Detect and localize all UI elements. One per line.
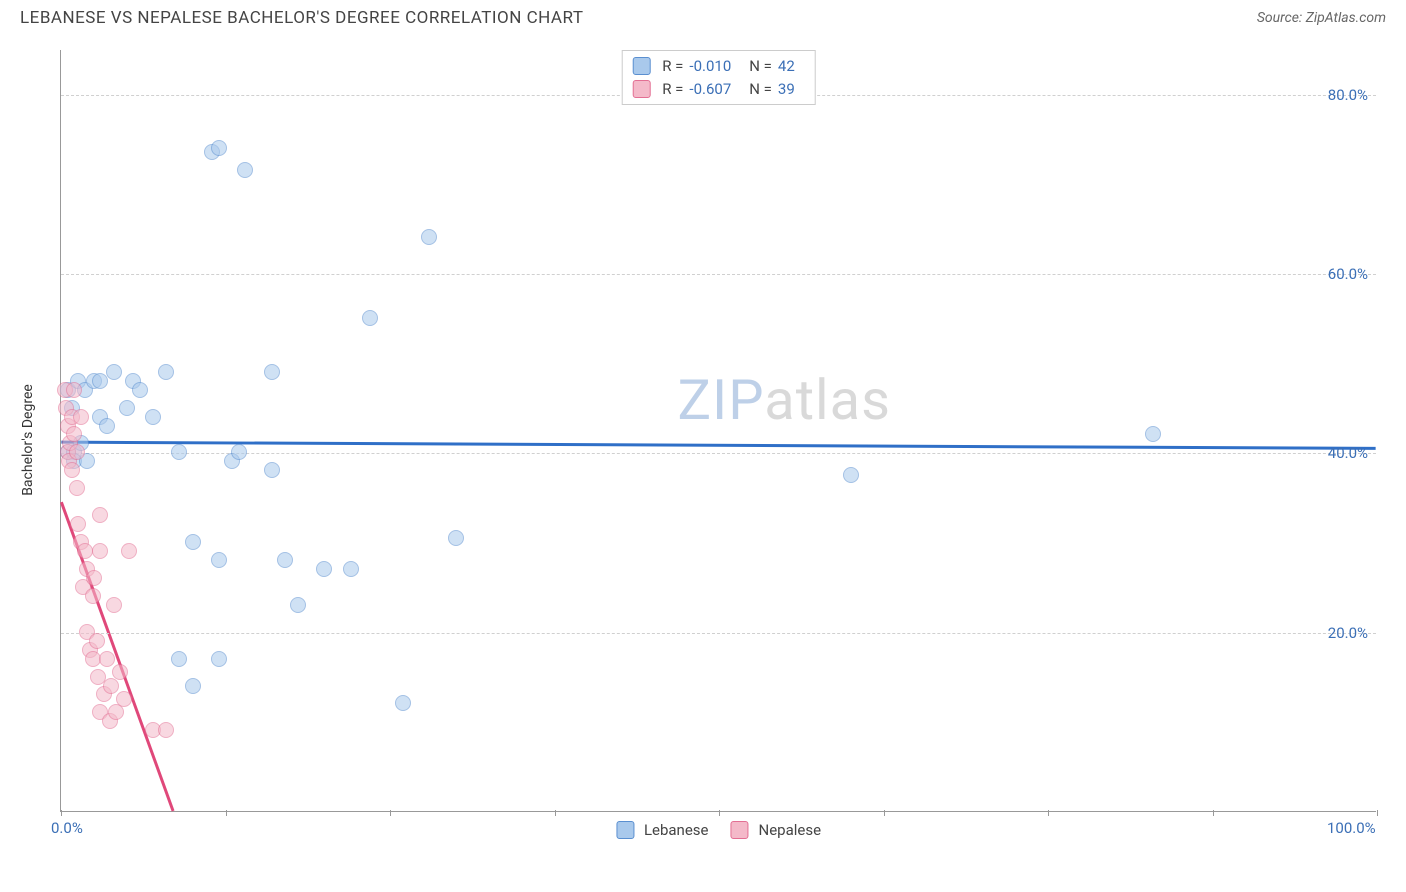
x-tick-label: 100.0% bbox=[1327, 819, 1376, 837]
y-axis-label: Bachelor's Degree bbox=[20, 384, 36, 496]
data-point bbox=[73, 409, 89, 425]
data-point bbox=[343, 561, 359, 577]
data-point bbox=[64, 462, 80, 478]
data-point bbox=[290, 597, 306, 613]
data-point bbox=[185, 534, 201, 550]
x-tick-mark bbox=[884, 810, 885, 816]
watermark: ZIPatlas bbox=[677, 367, 891, 433]
data-point bbox=[158, 722, 174, 738]
data-point bbox=[185, 678, 201, 694]
x-tick-mark bbox=[555, 810, 556, 816]
data-point bbox=[171, 651, 187, 667]
x-tick-mark bbox=[1213, 810, 1214, 816]
y-tick-label: 40.0% bbox=[1328, 444, 1368, 462]
source-credit: Source: ZipAtlas.com bbox=[1257, 10, 1386, 26]
data-point bbox=[106, 364, 122, 380]
data-point bbox=[66, 426, 82, 442]
data-point bbox=[116, 691, 132, 707]
gridline bbox=[61, 633, 1376, 634]
legend-item: Lebanese bbox=[616, 821, 709, 839]
legend-row: R =-0.010N =42 bbox=[632, 55, 805, 78]
y-tick-label: 20.0% bbox=[1328, 624, 1368, 642]
chart-header: LEBANESE VS NEPALESE BACHELOR'S DEGREE C… bbox=[0, 0, 1406, 32]
trend-lines bbox=[61, 50, 1376, 811]
data-point bbox=[106, 597, 122, 613]
data-point bbox=[316, 561, 332, 577]
x-tick-mark bbox=[390, 810, 391, 816]
gridline bbox=[61, 274, 1376, 275]
data-point bbox=[103, 678, 119, 694]
data-point bbox=[85, 588, 101, 604]
data-point bbox=[132, 382, 148, 398]
gridline bbox=[61, 453, 1376, 454]
data-point bbox=[264, 462, 280, 478]
chart-title: LEBANESE VS NEPALESE BACHELOR'S DEGREE C… bbox=[20, 8, 583, 28]
data-point bbox=[66, 382, 82, 398]
x-tick-mark bbox=[719, 810, 720, 816]
series-legend: Lebanese Nepalese bbox=[616, 821, 821, 839]
data-point bbox=[89, 633, 105, 649]
data-point bbox=[211, 651, 227, 667]
data-point bbox=[448, 530, 464, 546]
data-point bbox=[237, 162, 253, 178]
data-point bbox=[1145, 426, 1161, 442]
data-point bbox=[99, 418, 115, 434]
data-point bbox=[171, 444, 187, 460]
data-point bbox=[211, 552, 227, 568]
correlation-legend: R =-0.010N =42R =-0.607N =39 bbox=[621, 50, 816, 105]
data-point bbox=[86, 570, 102, 586]
y-tick-label: 60.0% bbox=[1328, 265, 1368, 283]
legend-item: Nepalese bbox=[731, 821, 822, 839]
plot-area: ZIPatlas R =-0.010N =42R =-0.607N =39 Le… bbox=[60, 50, 1376, 812]
legend-row: R =-0.607N =39 bbox=[632, 78, 805, 101]
chart-container: Bachelor's Degree ZIPatlas R =-0.010N =4… bbox=[20, 40, 1386, 840]
data-point bbox=[277, 552, 293, 568]
data-point bbox=[843, 467, 859, 483]
data-point bbox=[362, 310, 378, 326]
data-point bbox=[92, 507, 108, 523]
data-point bbox=[112, 664, 128, 680]
data-point bbox=[92, 543, 108, 559]
data-point bbox=[395, 695, 411, 711]
x-tick-mark bbox=[61, 810, 62, 816]
data-point bbox=[99, 651, 115, 667]
data-point bbox=[264, 364, 280, 380]
data-point bbox=[121, 543, 137, 559]
x-tick-mark bbox=[1377, 810, 1378, 816]
x-tick-label: 0.0% bbox=[51, 819, 83, 837]
data-point bbox=[421, 229, 437, 245]
data-point bbox=[211, 140, 227, 156]
y-tick-label: 80.0% bbox=[1328, 86, 1368, 104]
data-point bbox=[70, 516, 86, 532]
data-point bbox=[69, 444, 85, 460]
x-tick-mark bbox=[1048, 810, 1049, 816]
data-point bbox=[69, 480, 85, 496]
data-point bbox=[158, 364, 174, 380]
data-point bbox=[119, 400, 135, 416]
x-tick-mark bbox=[226, 810, 227, 816]
data-point bbox=[77, 543, 93, 559]
data-point bbox=[145, 409, 161, 425]
data-point bbox=[231, 444, 247, 460]
